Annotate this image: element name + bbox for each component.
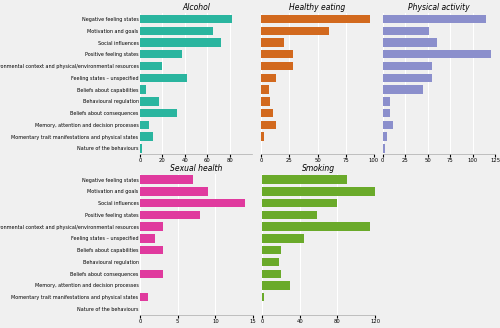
Bar [262,132,264,141]
Bar [382,62,432,70]
Bar [262,270,281,278]
Bar [262,187,375,196]
Title: Smoking: Smoking [302,164,335,173]
Bar [262,27,328,35]
Title: Alcohol: Alcohol [182,3,210,12]
Bar [262,234,304,243]
Bar [140,187,208,196]
Bar [140,85,145,94]
Bar [262,85,269,94]
Bar [262,50,293,58]
Bar [262,73,276,82]
Bar [140,175,192,184]
Bar [262,175,347,184]
Title: Sexual health: Sexual health [170,164,222,173]
Bar [140,62,162,70]
Bar [262,199,338,207]
Bar [262,109,272,117]
Bar [140,270,162,278]
Bar [382,144,386,153]
Bar [262,222,370,231]
Bar [140,27,213,35]
Bar [140,246,162,255]
Title: Healthy eating: Healthy eating [290,3,346,12]
Bar [140,222,162,231]
Bar [262,211,316,219]
Bar [382,50,490,58]
Bar [140,97,159,106]
Bar [382,97,390,106]
Bar [262,293,264,301]
Bar [262,62,293,70]
Bar [382,85,423,94]
Bar [140,15,232,23]
Bar [382,121,394,129]
Bar [140,211,200,219]
Bar [140,199,246,207]
Bar [382,109,390,117]
Bar [140,234,155,243]
Bar [140,121,149,129]
Bar [262,258,279,266]
Bar [140,132,153,141]
Bar [262,121,276,129]
Bar [140,109,177,117]
Bar [140,50,181,58]
Bar [382,73,432,82]
Title: Physical activity: Physical activity [408,3,470,12]
Bar [262,281,290,290]
Bar [262,38,284,47]
Bar [262,15,370,23]
Bar [382,27,430,35]
Bar [140,293,147,301]
Bar [140,38,221,47]
Bar [262,246,281,255]
Bar [262,97,270,106]
Bar [140,73,187,82]
Bar [382,15,486,23]
Bar [140,144,142,153]
Bar [382,38,436,47]
Bar [382,132,387,141]
